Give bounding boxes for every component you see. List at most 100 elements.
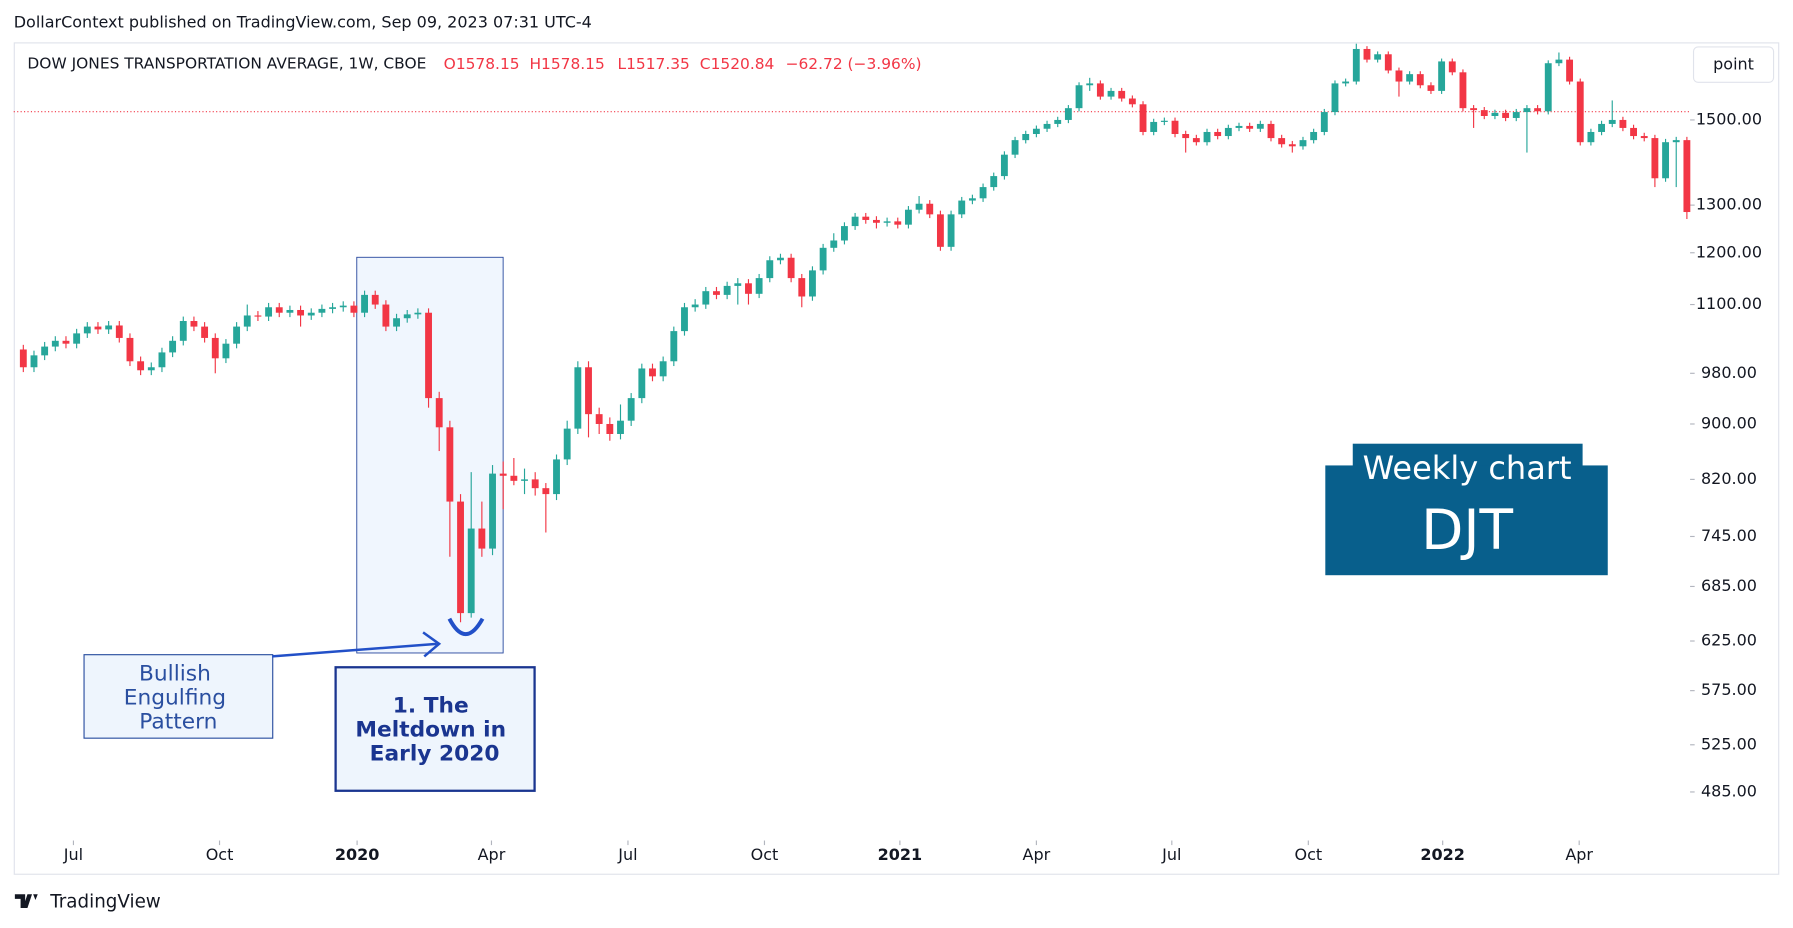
y-tick-label: 1200.00: [1696, 242, 1762, 261]
candle-body: [1576, 81, 1584, 143]
candle-body: [489, 473, 496, 549]
candle-body: [1086, 83, 1094, 86]
candle-body: [1406, 74, 1414, 82]
event-line: 1. The: [393, 693, 469, 718]
brand-name: TradingView: [49, 891, 160, 912]
candle-body: [1150, 121, 1158, 132]
candle-body: [1651, 138, 1659, 179]
candle-body: [350, 305, 358, 313]
candle-body: [19, 349, 27, 368]
candle-body: [286, 309, 294, 313]
candle-body: [670, 331, 678, 362]
candle-body: [371, 294, 379, 305]
candle-body: [105, 325, 113, 330]
candle-body: [1555, 59, 1563, 64]
candle-body: [425, 312, 432, 399]
pattern-line: Engulfing: [124, 685, 226, 710]
candle-body: [809, 270, 816, 297]
candle-body: [1662, 142, 1669, 179]
x-tick-label: Jul: [63, 845, 83, 864]
candle-body: [659, 361, 667, 377]
ohlc-legend: O1578.15 H1578.15 L1517.35 C1520.84 −62.…: [444, 55, 922, 73]
candle-body: [211, 337, 219, 359]
brand-logo: [14, 894, 38, 908]
candle-body: [851, 216, 859, 227]
candle-body: [1032, 128, 1040, 135]
pointer-arrow: [272, 642, 437, 658]
candle-body: [990, 176, 998, 188]
candle-body: [115, 325, 123, 338]
y-tick-label: 1500.00: [1696, 109, 1762, 128]
y-tick-label: 900.00: [1701, 413, 1757, 432]
y-tick-label: 625.00: [1701, 631, 1757, 650]
candle-body: [62, 340, 70, 344]
candle-body: [393, 318, 400, 327]
legend-open: O1578.15: [444, 55, 520, 73]
event-box: [334, 666, 536, 792]
legend-low: L1517.35: [617, 55, 689, 73]
scale-button-label[interactable]: point: [1713, 55, 1754, 74]
candle-body: [190, 321, 198, 327]
candle-body: [627, 398, 635, 421]
candle-body: [73, 333, 81, 344]
candle-body: [777, 257, 784, 261]
candle-body: [585, 367, 592, 415]
y-tick-label: 485.00: [1701, 781, 1757, 800]
candle-body: [382, 304, 390, 327]
y-tick-label: 525.00: [1701, 734, 1757, 753]
candle-body: [307, 312, 315, 316]
candle-body: [83, 326, 91, 334]
candle-body: [595, 414, 603, 424]
candle-body: [1480, 110, 1488, 116]
x-tick-label: Jul: [1161, 845, 1181, 864]
candle-body: [606, 423, 614, 434]
scale-button[interactable]: [1692, 46, 1775, 83]
candle-body: [1566, 59, 1574, 82]
candle-body: [691, 304, 699, 308]
candle-body: [1203, 131, 1211, 143]
candle-body: [841, 226, 848, 241]
candle-body: [1640, 136, 1648, 139]
candle-body: [1534, 108, 1542, 112]
legend-close: C1520.84: [700, 55, 775, 73]
candle-body: [1395, 70, 1403, 82]
candle-body: [1342, 81, 1350, 84]
pattern-label: Bullish Engulfing Pattern: [124, 661, 233, 734]
candle-body: [179, 321, 187, 341]
candle-body: [1630, 127, 1637, 137]
candle-body: [1438, 61, 1446, 91]
event-line: Meltdown in: [355, 717, 506, 742]
candle-body: [1096, 83, 1104, 97]
candle-body: [745, 283, 752, 294]
candle-body: [169, 340, 177, 353]
candle-body: [681, 307, 688, 332]
x-tick-label: Apr: [1023, 845, 1051, 864]
candle-body: [958, 200, 966, 215]
candle-body: [1459, 72, 1467, 109]
candle-body: [233, 326, 241, 344]
candle-body: [723, 285, 731, 295]
candle-body: [862, 216, 870, 220]
candle-body: [1416, 74, 1424, 86]
candle-body: [1331, 83, 1339, 113]
candle-body: [1512, 112, 1520, 118]
candle-body: [1000, 154, 1008, 177]
candle-body: [1011, 140, 1019, 155]
candle-body: [883, 221, 891, 223]
candle-body: [1256, 123, 1264, 129]
candle-body: [1182, 134, 1190, 139]
candle-body: [1448, 61, 1456, 73]
candle-body: [542, 488, 550, 495]
candle-body: [1619, 119, 1627, 128]
candle-body: [339, 305, 347, 308]
candle-body: [830, 240, 838, 248]
candle-body: [638, 368, 646, 399]
y-tick-label: 820.00: [1701, 469, 1757, 488]
candle-body: [617, 420, 624, 434]
candle-body: [403, 314, 411, 319]
candle-body: [947, 214, 955, 247]
candle-body: [915, 203, 923, 210]
candle-body: [1075, 85, 1083, 109]
candle-body: [819, 247, 827, 271]
candle-body: [1171, 120, 1179, 135]
